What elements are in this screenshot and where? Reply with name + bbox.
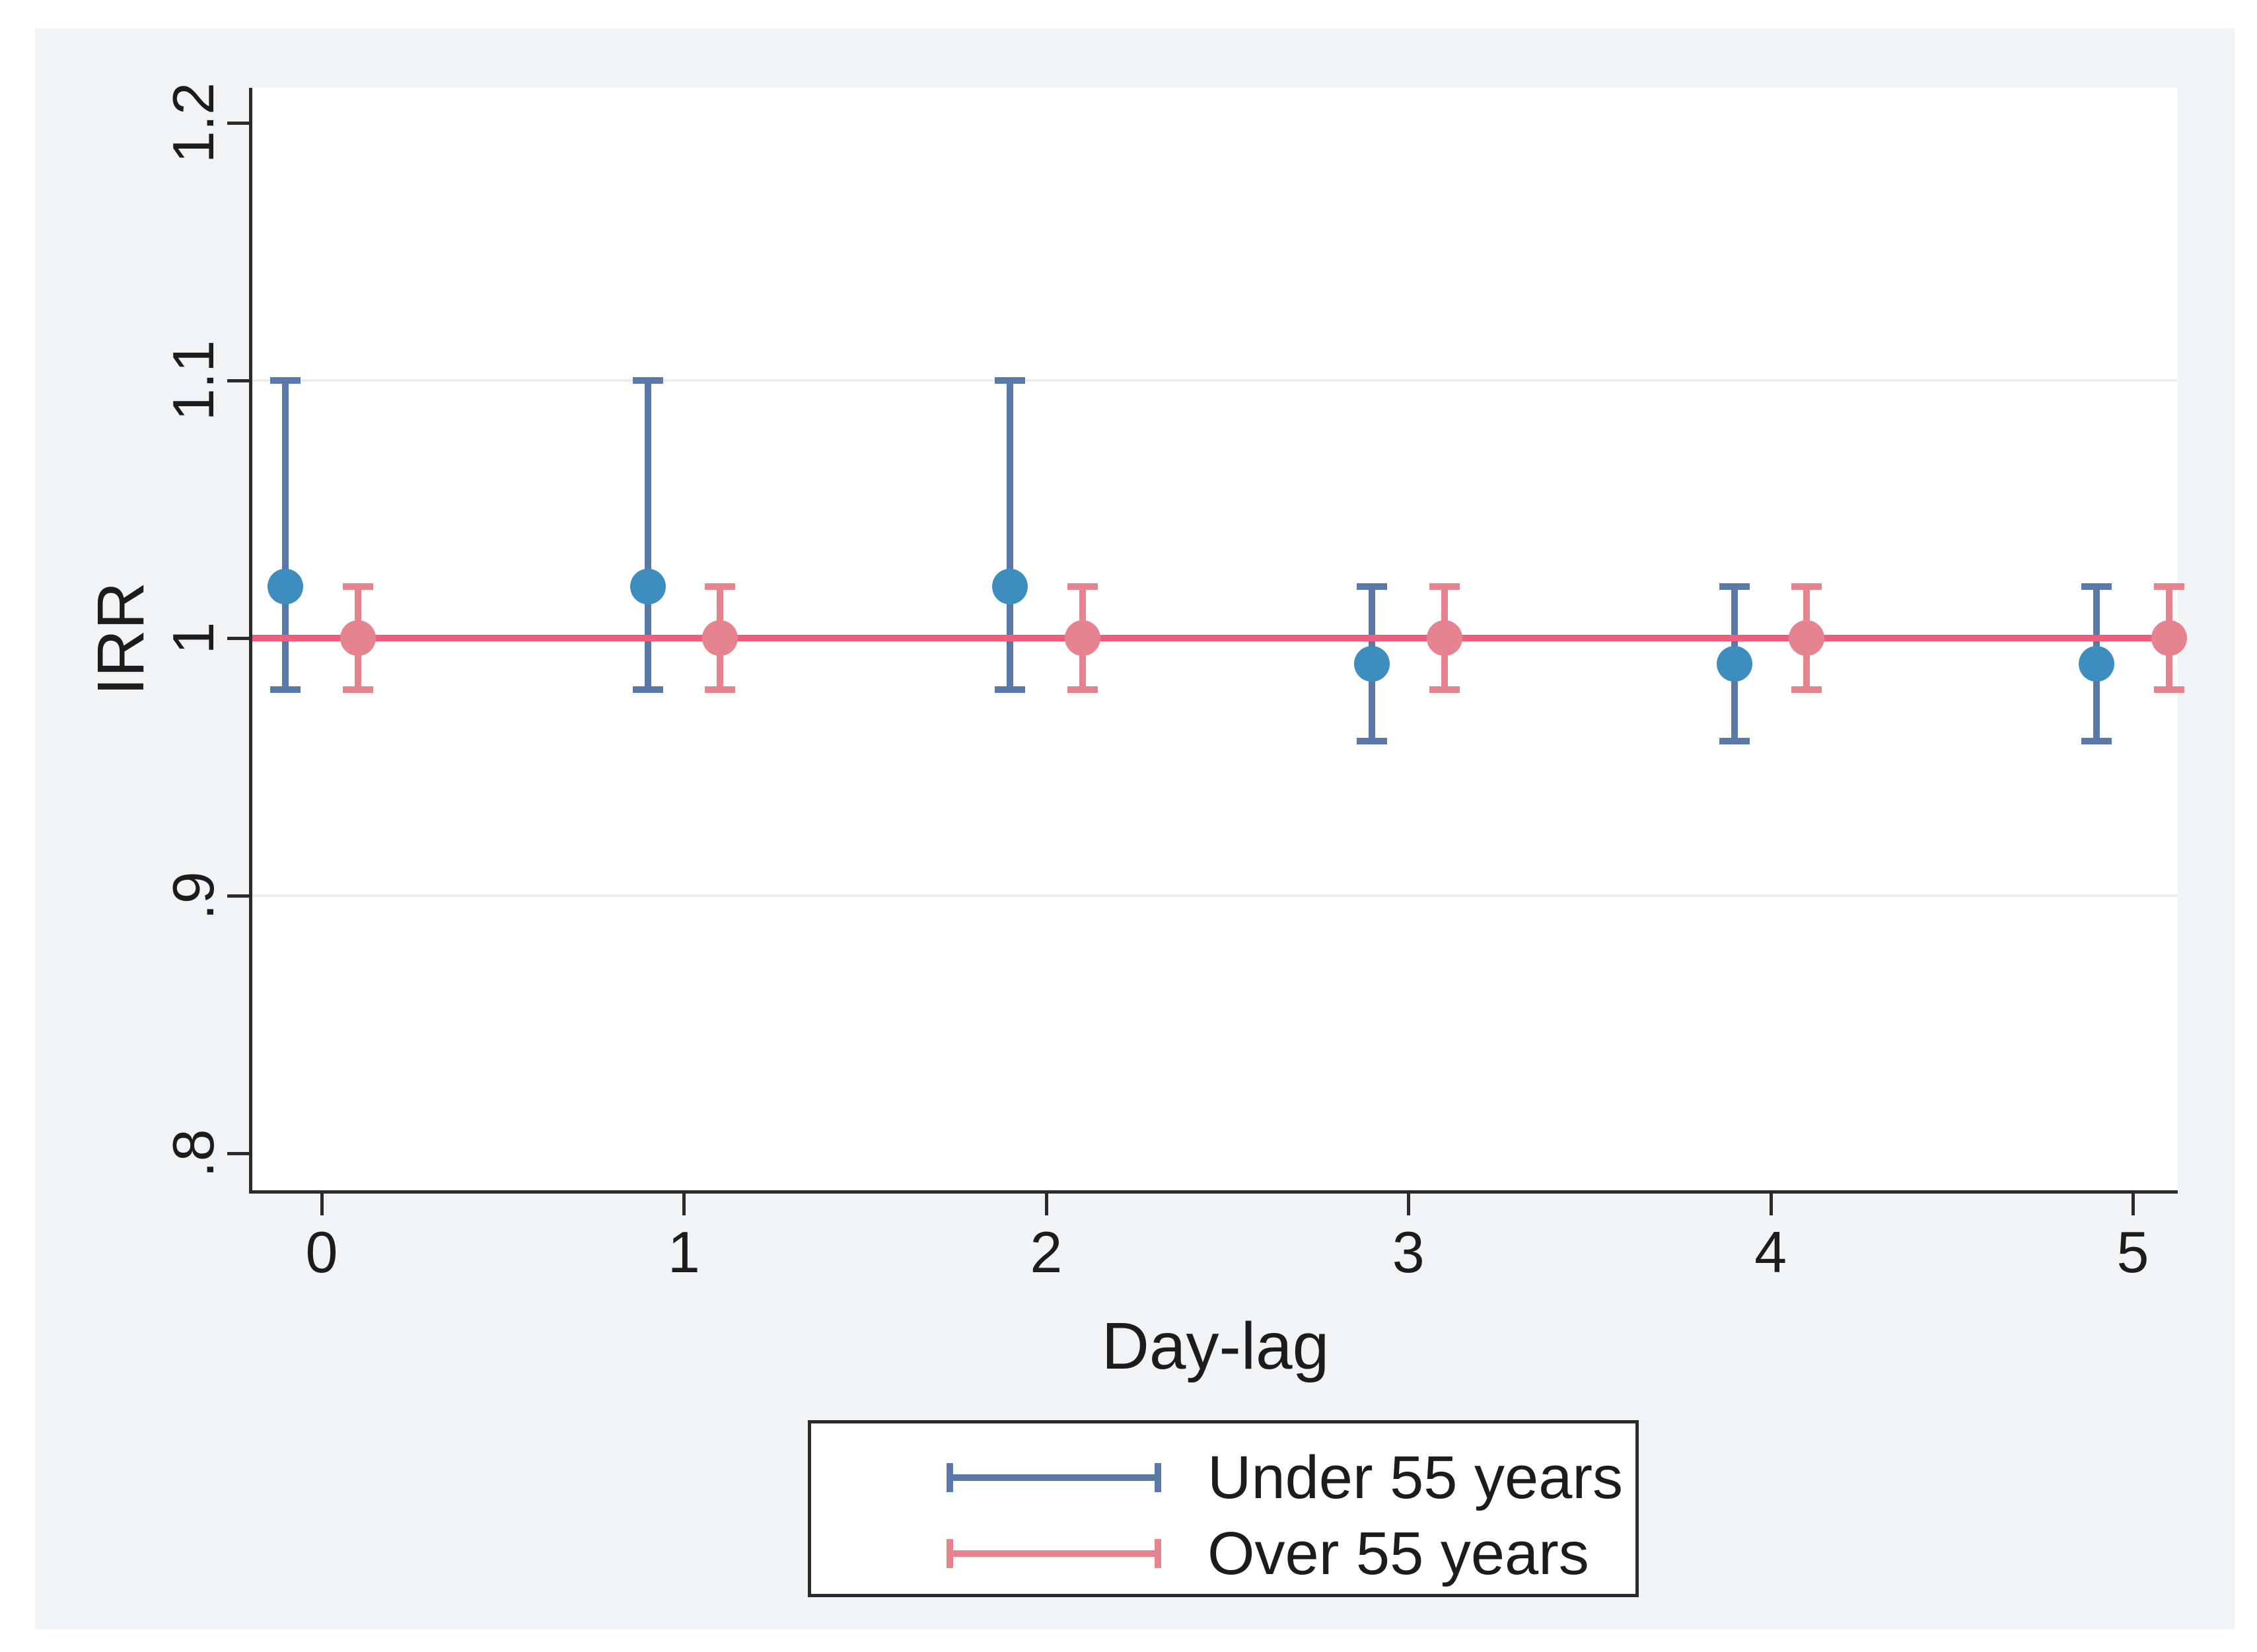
- error-bar-cap-top: [1067, 583, 1098, 590]
- reference-line: [252, 635, 2178, 641]
- error-bar-cap-top: [994, 377, 1025, 384]
- y-tick-mark: [227, 122, 249, 125]
- data-point-marker: [991, 569, 1028, 604]
- y-tick-mark: [227, 637, 249, 640]
- x-tick-label: 2: [1030, 1219, 1063, 1285]
- y-tick-mark: [227, 1152, 249, 1155]
- x-tick-mark: [1407, 1194, 1411, 1215]
- y-tick-mark: [227, 894, 249, 898]
- error-bar-cap-top: [632, 377, 663, 384]
- error-bar-cap-bottom: [1791, 686, 1822, 693]
- data-point-marker: [2151, 620, 2187, 656]
- error-bar-cap-top: [1791, 583, 1822, 590]
- error-bar-line: [282, 380, 289, 690]
- error-bar-cap-top: [705, 583, 736, 590]
- error-bar-cap-top: [342, 583, 373, 590]
- x-tick-label: 3: [1392, 1219, 1425, 1285]
- error-bar-cap-top: [270, 377, 301, 384]
- data-point-marker: [2079, 646, 2115, 682]
- error-bar-cap-bottom: [994, 686, 1025, 693]
- data-point-marker: [1789, 620, 1825, 656]
- data-point-marker: [702, 620, 738, 656]
- x-tick-label: 1: [667, 1219, 700, 1285]
- y-tick-mark: [227, 379, 249, 382]
- gridline: [252, 894, 2178, 897]
- data-point-marker: [1716, 646, 1752, 682]
- x-tick-mark: [682, 1194, 686, 1215]
- data-point-marker: [1427, 620, 1463, 656]
- y-axis-line: [249, 88, 252, 1194]
- over-55-errorbar-icon: [947, 1539, 1161, 1568]
- under-55-errorbar-icon: [947, 1463, 1161, 1492]
- x-tick-mark: [320, 1194, 324, 1215]
- y-tick-label: 1.2: [161, 82, 226, 164]
- error-bar-cap-bottom: [632, 686, 663, 693]
- error-bar-cap-bottom: [2081, 738, 2112, 744]
- x-tick-mark: [1769, 1194, 1773, 1215]
- error-bar-cap-top: [1357, 583, 1388, 590]
- legend: Under 55 years Over 55 years: [808, 1420, 1639, 1597]
- error-bar-cap-bottom: [342, 686, 373, 693]
- x-tick-label: 0: [305, 1219, 338, 1285]
- x-tick-mark: [2132, 1194, 2135, 1215]
- x-axis-line: [249, 1190, 2178, 1194]
- x-tick-label: 5: [2116, 1219, 2149, 1285]
- y-tick-label: .8: [161, 1129, 226, 1178]
- data-point-marker: [268, 569, 304, 604]
- data-point-marker: [1354, 646, 1390, 682]
- y-axis-title: IRR: [84, 581, 158, 696]
- error-bar-cap-bottom: [1067, 686, 1098, 693]
- gridline: [252, 379, 2178, 382]
- error-bar-line: [1006, 380, 1013, 690]
- error-bar-cap-top: [2081, 583, 2112, 590]
- x-axis-title: Day-lag: [1101, 1309, 1330, 1383]
- y-tick-label: 1: [161, 622, 226, 655]
- data-point-marker: [340, 620, 376, 656]
- y-tick-label: 1.1: [161, 340, 226, 421]
- error-bar-cap-bottom: [1429, 686, 1460, 693]
- error-bar-cap-bottom: [2153, 686, 2184, 693]
- error-bar-cap-bottom: [705, 686, 736, 693]
- x-tick-label: 4: [1754, 1219, 1787, 1285]
- legend-label-under-55: Under 55 years: [1207, 1444, 1623, 1511]
- error-bar-cap-bottom: [1719, 738, 1750, 744]
- data-point-marker: [1064, 620, 1100, 656]
- error-bar-cap-bottom: [270, 686, 301, 693]
- x-tick-mark: [1044, 1194, 1048, 1215]
- error-bar-cap-top: [1719, 583, 1750, 590]
- error-bar-cap-bottom: [1357, 738, 1388, 744]
- error-bar-line: [644, 380, 651, 690]
- error-bar-cap-top: [1429, 583, 1460, 590]
- y-tick-label: .9: [161, 871, 226, 920]
- error-bar-cap-top: [2153, 583, 2184, 590]
- data-point-marker: [629, 569, 666, 604]
- legend-label-over-55: Over 55 years: [1207, 1520, 1589, 1587]
